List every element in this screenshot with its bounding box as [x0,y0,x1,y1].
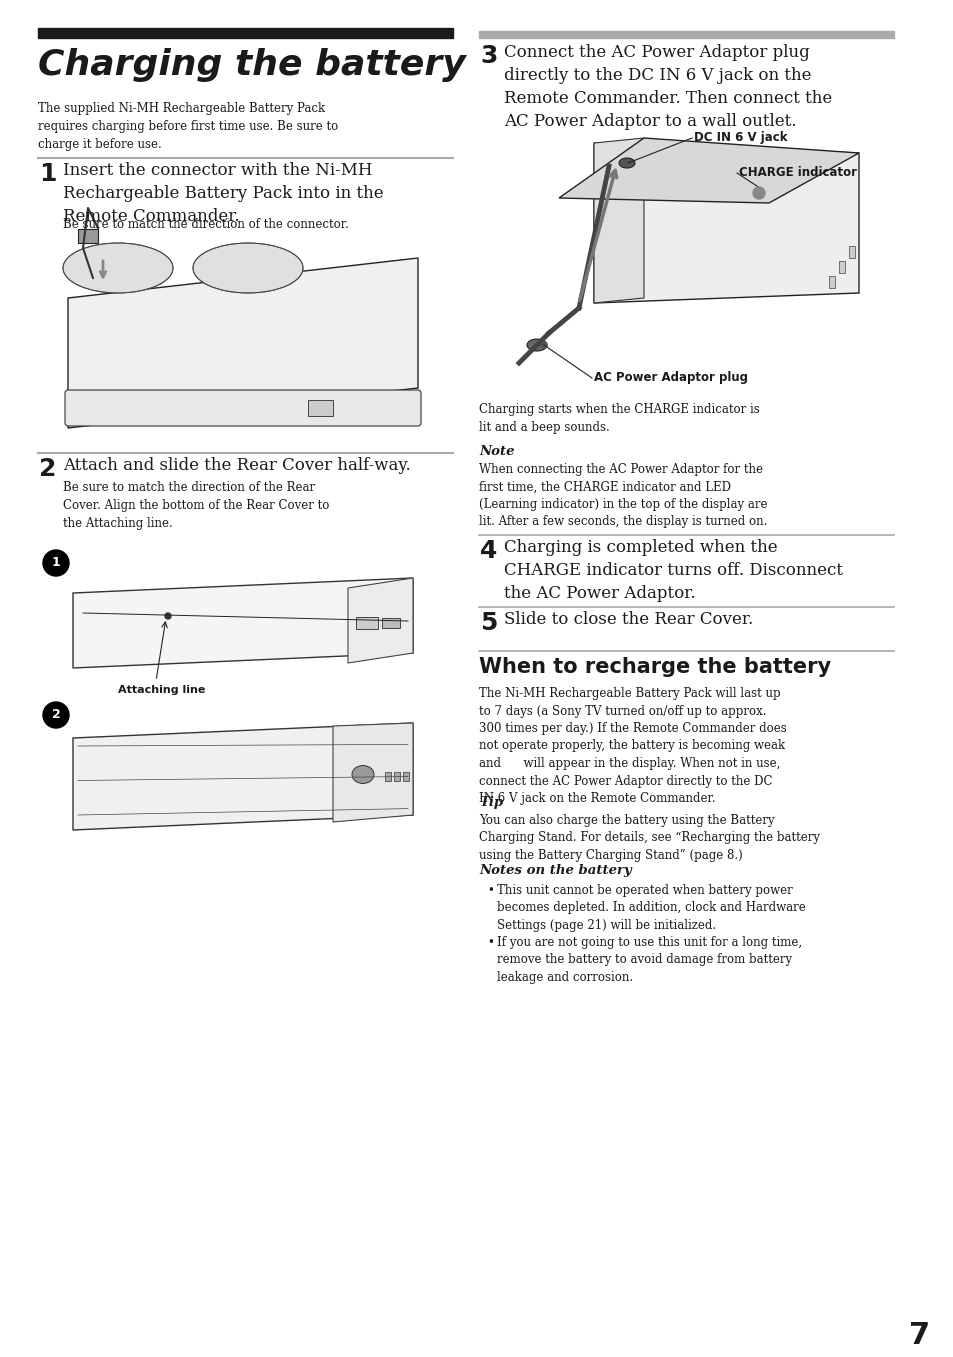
Text: CHARGE indicator: CHARGE indicator [739,167,856,179]
Text: Tip: Tip [478,797,502,809]
FancyBboxPatch shape [65,389,420,426]
Text: 1: 1 [39,161,56,186]
Text: Attaching line: Attaching line [118,685,205,695]
Text: The supplied Ni-MH Rechargeable Battery Pack
requires charging before first time: The supplied Ni-MH Rechargeable Battery … [38,102,338,151]
Circle shape [540,342,546,347]
Text: Charging starts when the CHARGE indicator is
lit and a beep sounds.: Charging starts when the CHARGE indicato… [478,403,759,434]
Polygon shape [594,138,643,303]
Circle shape [165,613,171,619]
Bar [385,772,391,780]
Bar [78,229,98,243]
Text: When connecting the AC Power Adaptor for the
first time, the CHARGE indicator an: When connecting the AC Power Adaptor for… [478,463,767,528]
Text: Connect the AC Power Adaptor plug
directly to the DC IN 6 V jack on the
Remote C: Connect the AC Power Adaptor plug direct… [503,43,831,129]
Text: Slide to close the Rear Cover.: Slide to close the Rear Cover. [503,611,753,628]
Bar [355,617,377,630]
Text: You can also charge the battery using the Battery
Charging Stand. For details, s: You can also charge the battery using th… [478,814,820,862]
Polygon shape [68,258,417,427]
Text: When to recharge the battery: When to recharge the battery [478,657,830,677]
Text: DC IN 6 V jack: DC IN 6 V jack [693,132,786,144]
Text: Note: Note [478,445,514,459]
Polygon shape [333,723,413,822]
Text: 4: 4 [479,539,497,563]
Text: •: • [486,936,494,949]
Text: 5: 5 [479,611,497,635]
Bar [38,28,453,38]
Text: 3: 3 [479,43,497,68]
Text: AC Power Adaptor plug: AC Power Adaptor plug [594,372,747,384]
Circle shape [752,187,764,199]
Ellipse shape [352,765,374,783]
Text: Attach and slide the Rear Cover half-way.: Attach and slide the Rear Cover half-way… [63,457,411,474]
Text: The Ni-MH Rechargeable Battery Pack will last up
to 7 days (a Sony TV turned on/: The Ni-MH Rechargeable Battery Pack will… [478,687,786,805]
Ellipse shape [63,243,172,293]
Ellipse shape [526,339,546,351]
Ellipse shape [618,157,635,168]
Text: Insert the connector with the Ni-MH
Rechargeable Battery Pack into in the
Remote: Insert the connector with the Ni-MH Rech… [63,161,383,225]
Text: 2: 2 [39,457,56,480]
Ellipse shape [193,243,303,293]
Text: Charging is completed when the
CHARGE indicator turns off. Disconnect
the AC Pow: Charging is completed when the CHARGE in… [503,539,842,601]
Polygon shape [558,138,858,204]
Text: 1: 1 [51,556,60,570]
Bar [848,246,854,258]
Text: If you are not going to use this unit for a long time,
remove the battery to avo: If you are not going to use this unit fo… [497,936,801,984]
Polygon shape [594,142,858,303]
Text: Be sure to match the direction of the connector.: Be sure to match the direction of the co… [63,218,349,231]
Polygon shape [73,578,413,668]
Circle shape [43,550,69,575]
Polygon shape [73,723,413,830]
Bar [308,400,333,417]
Text: •: • [486,883,494,897]
Text: Charging the battery: Charging the battery [38,47,465,81]
Circle shape [43,702,69,727]
Bar [394,772,399,780]
Polygon shape [348,578,413,664]
Text: Be sure to match the direction of the Rear
Cover. Align the bottom of the Rear C: Be sure to match the direction of the Re… [63,480,329,531]
Text: Notes on the battery: Notes on the battery [478,864,631,877]
Text: This unit cannot be operated when battery power
becomes depleted. In addition, c: This unit cannot be operated when batter… [497,883,805,932]
Bar [828,275,834,288]
Bar [402,772,409,780]
Bar [838,261,844,273]
Bar [478,31,893,38]
Bar [381,617,399,628]
Text: 2: 2 [51,708,60,722]
Text: 7: 7 [908,1320,929,1349]
